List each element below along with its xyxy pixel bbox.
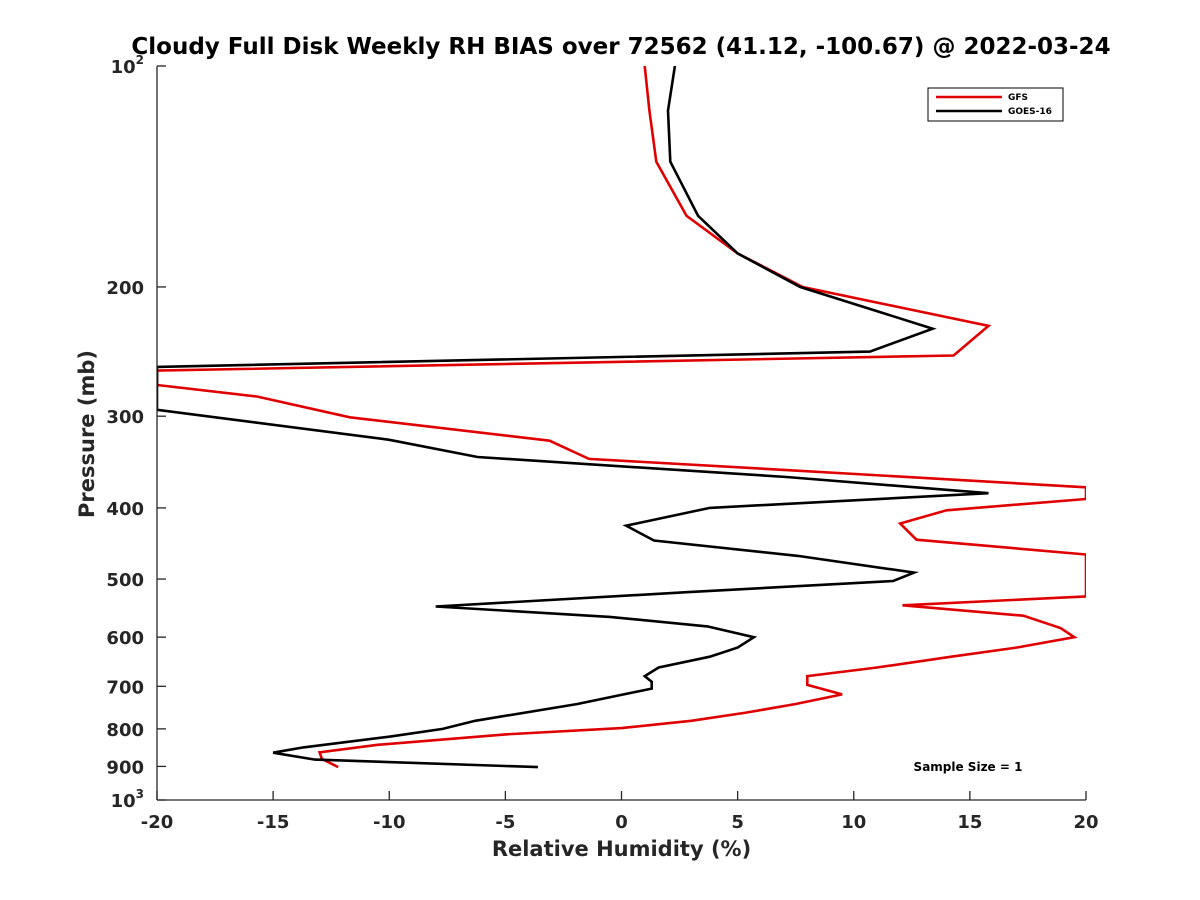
y-tick-label: 300 [106,407,144,428]
x-tick-label: 10 [841,812,866,833]
x-tick-label: 20 [1073,812,1098,833]
y-tick-label: 500 [106,570,144,591]
chart-title: Cloudy Full Disk Weekly RH BIAS over 725… [131,34,1110,60]
sample-size-annotation: Sample Size = 1 [914,760,1023,774]
series-line-goes-16 [157,66,989,769]
y-tick-label: 600 [106,628,144,649]
series-line-gfs [157,66,1086,769]
x-tick-label: -5 [495,812,515,833]
x-tick-label: -20 [141,812,174,833]
y-axis: 102 200 300 400 500 600 700 800 900 103 [106,53,166,812]
x-tick-label: 15 [957,812,982,833]
legend-box [927,87,1064,122]
y-tick-label: 800 [106,720,144,741]
legend-label-gfs: GFS [1008,93,1028,103]
series-layer [157,66,1086,769]
y-tick-label: 103 [111,787,144,812]
y-tick-label: 400 [106,499,144,520]
x-tick-label: -10 [373,812,406,833]
y-axis-label: Pressure (mb) [75,350,99,518]
x-tick-label: 0 [615,812,628,833]
x-tick-label: -15 [257,812,290,833]
x-axis-label: Relative Humidity (%) [492,837,751,861]
y-tick-label: 900 [106,757,144,778]
x-axis: -20 -15 -10 -5 0 5 10 15 20 [141,791,1099,833]
y-tick-label: 700 [106,677,144,698]
x-tick-label: 5 [731,812,744,833]
y-tick-label: 102 [111,53,144,78]
legend-label-goes-16: GOES-16 [1008,107,1052,117]
y-tick-label: 200 [106,278,144,299]
legend: GFS GOES-16 [927,87,1064,122]
plot-area [157,66,1086,800]
